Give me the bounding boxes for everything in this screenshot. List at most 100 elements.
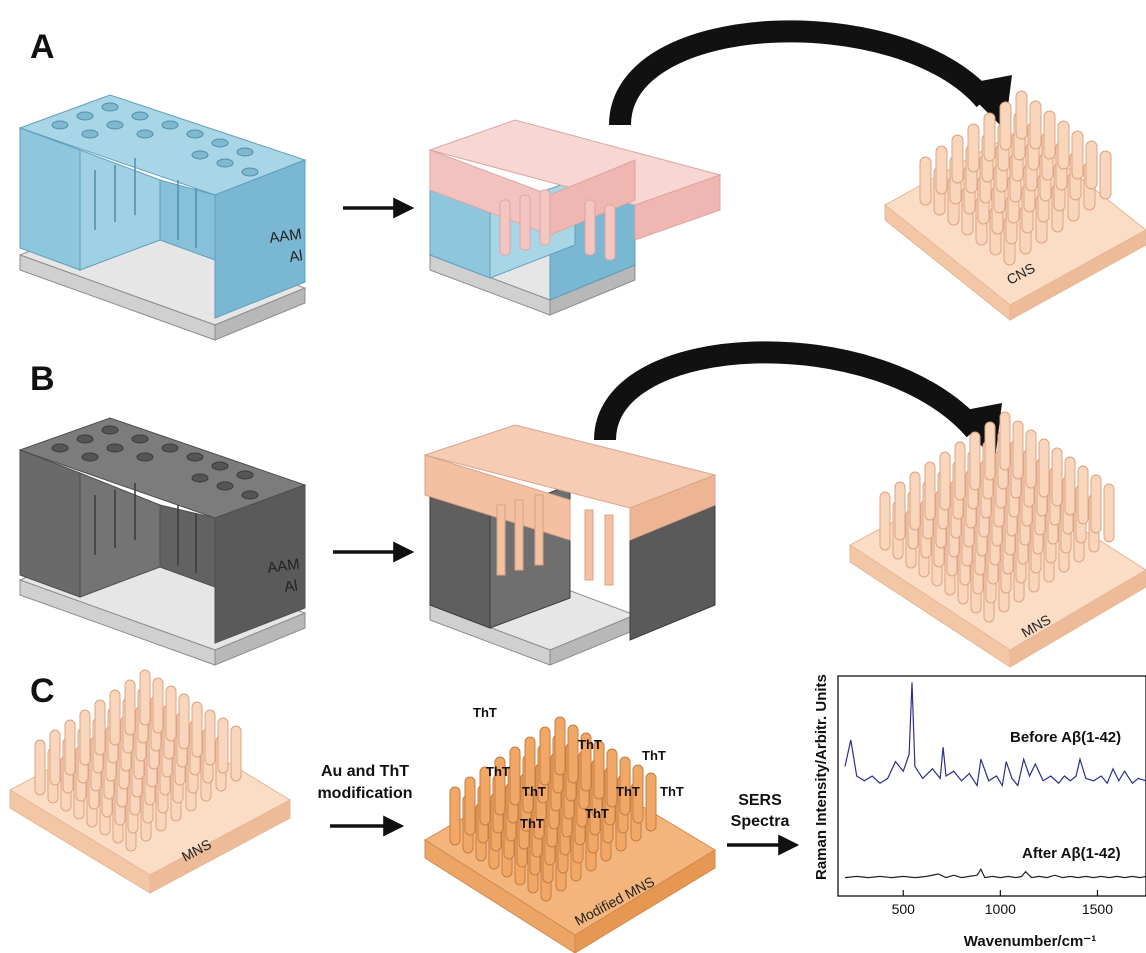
nanopillar [909, 471, 921, 531]
nanopillar [593, 740, 605, 800]
nanopillar [1077, 465, 1089, 525]
chart-frame [837, 675, 1146, 897]
nanopillar [1025, 429, 1037, 489]
nanopillar [217, 717, 229, 774]
nanopillar [191, 701, 203, 758]
nanopillar [1043, 110, 1056, 160]
sers-spectra-chart: Raman Intensity/Arbitr. Units Wavenumber… [813, 674, 1146, 950]
nanopillar [1057, 120, 1070, 170]
nanopillar [1029, 100, 1042, 150]
nanopillar [632, 764, 644, 824]
panel-b-al-label: Al [283, 577, 299, 596]
panel-c-step1-line2: modification [317, 785, 412, 802]
nanopillar [969, 431, 981, 491]
nanopillar [152, 677, 164, 734]
tht-labels: ThT ThT ThT ThT ThT ThT ThT ThT ThT [473, 705, 684, 831]
nanopillar [1103, 483, 1115, 543]
panel-a-template-block [18, 94, 307, 341]
nanopillar [939, 451, 951, 511]
panel-c-modified-array [424, 716, 716, 953]
panel-a-aam-label: AAM [268, 226, 303, 247]
panel-a-al-label: Al [288, 247, 304, 266]
nanopillar [954, 441, 966, 501]
tht-label: ThT [642, 748, 666, 763]
panel-a-cns-array [884, 90, 1146, 322]
tht-label: ThT [616, 784, 640, 799]
tht-label: ThT [578, 737, 602, 752]
nanopillar [230, 725, 242, 782]
panel-label-b: B [30, 360, 55, 398]
x-tick-label: 1000 [985, 901, 1016, 917]
nanopillar [479, 766, 491, 826]
nanopillar [567, 724, 579, 784]
nanopillar [1090, 474, 1102, 534]
nanopillar [464, 776, 476, 836]
nanopillar [967, 123, 980, 173]
nanopillar [178, 693, 190, 750]
nanopillar [1071, 130, 1084, 180]
nanopillar [1064, 456, 1076, 516]
nanopillar [1099, 150, 1112, 200]
nanopillar [1012, 420, 1024, 480]
nanopillar [64, 719, 76, 776]
nanopillar [1015, 90, 1028, 140]
nanopillar [139, 669, 151, 726]
nanopillar [1051, 447, 1063, 507]
tht-label: ThT [522, 784, 546, 799]
nanopillar [999, 411, 1011, 471]
nanopillar [165, 685, 177, 742]
panel-c-step2-line2: Spectra [731, 813, 790, 830]
nanopillar [983, 112, 996, 162]
nanopillar [509, 746, 521, 806]
panel-b-filled-block [423, 424, 717, 666]
nanopillar [919, 156, 932, 206]
panel-a-curved-arrow-head [960, 75, 1012, 130]
nanopillar [494, 756, 506, 816]
nanopillar [645, 772, 657, 832]
nanopillar [580, 732, 592, 792]
nanopillar [539, 726, 551, 786]
nanopillar [1038, 438, 1050, 498]
tht-label: ThT [520, 816, 544, 831]
nanopillar [554, 716, 566, 776]
tht-label: ThT [473, 705, 497, 720]
series-before-line [844, 682, 1146, 788]
x-tick-label: 500 [892, 901, 916, 917]
panel-b-curved-arrow [594, 341, 984, 441]
panel-b-template-block [18, 417, 307, 666]
nanopillar [894, 481, 906, 541]
nanopillar [606, 748, 618, 808]
nanopillar [924, 461, 936, 521]
nanopillar [879, 491, 891, 551]
chart-y-axis-title: Raman Intensity/Arbitr. Units [813, 674, 830, 880]
chart-x-axis-title: Wavenumber/cm⁻¹ [964, 933, 1096, 950]
panel-label-a: A [30, 28, 55, 66]
series-after-label: After Aβ(1-42) [1022, 845, 1121, 862]
panel-b-aam-label: AAM [266, 556, 301, 577]
panel-label-c: C [30, 672, 55, 710]
panel-a-curved-arrow [609, 20, 994, 126]
panel-c-mns-array [8, 669, 292, 894]
panel-a-filled-block [428, 119, 722, 316]
tht-label: ThT [585, 806, 609, 821]
nanopillar [1085, 140, 1098, 190]
nanopillar [49, 729, 61, 786]
nanopillar [619, 756, 631, 816]
nanopillar [109, 689, 121, 746]
panel-c-step1-line1: Au and ThT [321, 763, 409, 780]
tht-label: ThT [660, 784, 684, 799]
tht-label: ThT [486, 764, 510, 779]
x-tick-label: 1500 [1082, 901, 1113, 917]
nanopillar [951, 134, 964, 184]
nanopillar [449, 786, 461, 846]
series-after-line [844, 867, 1146, 879]
series-before-label: Before Aβ(1-42) [1010, 729, 1121, 746]
nanopillar [94, 699, 106, 756]
nanopillar [34, 739, 46, 796]
nanopillar [124, 679, 136, 736]
nanopillar [999, 101, 1012, 151]
panel-b-mns-array [849, 411, 1146, 668]
nanopillar [935, 145, 948, 195]
nanopillar [984, 421, 996, 481]
